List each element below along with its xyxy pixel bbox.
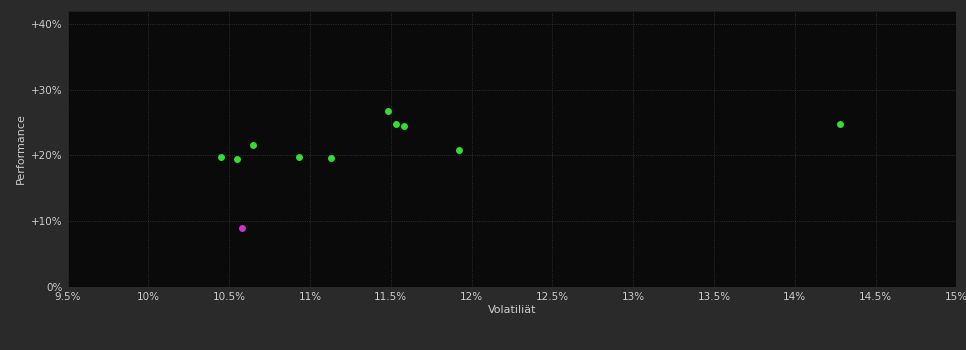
Point: [324, 155, 339, 161]
Point: [245, 143, 261, 148]
Point: [291, 154, 306, 160]
Point: [396, 123, 412, 128]
Point: [213, 154, 229, 160]
Point: [388, 121, 404, 127]
Point: [833, 121, 848, 127]
X-axis label: Volatiliät: Volatiliät: [488, 304, 536, 315]
Y-axis label: Performance: Performance: [15, 113, 25, 184]
Point: [380, 108, 395, 113]
Point: [235, 226, 250, 231]
Point: [230, 156, 245, 161]
Point: [451, 147, 467, 153]
